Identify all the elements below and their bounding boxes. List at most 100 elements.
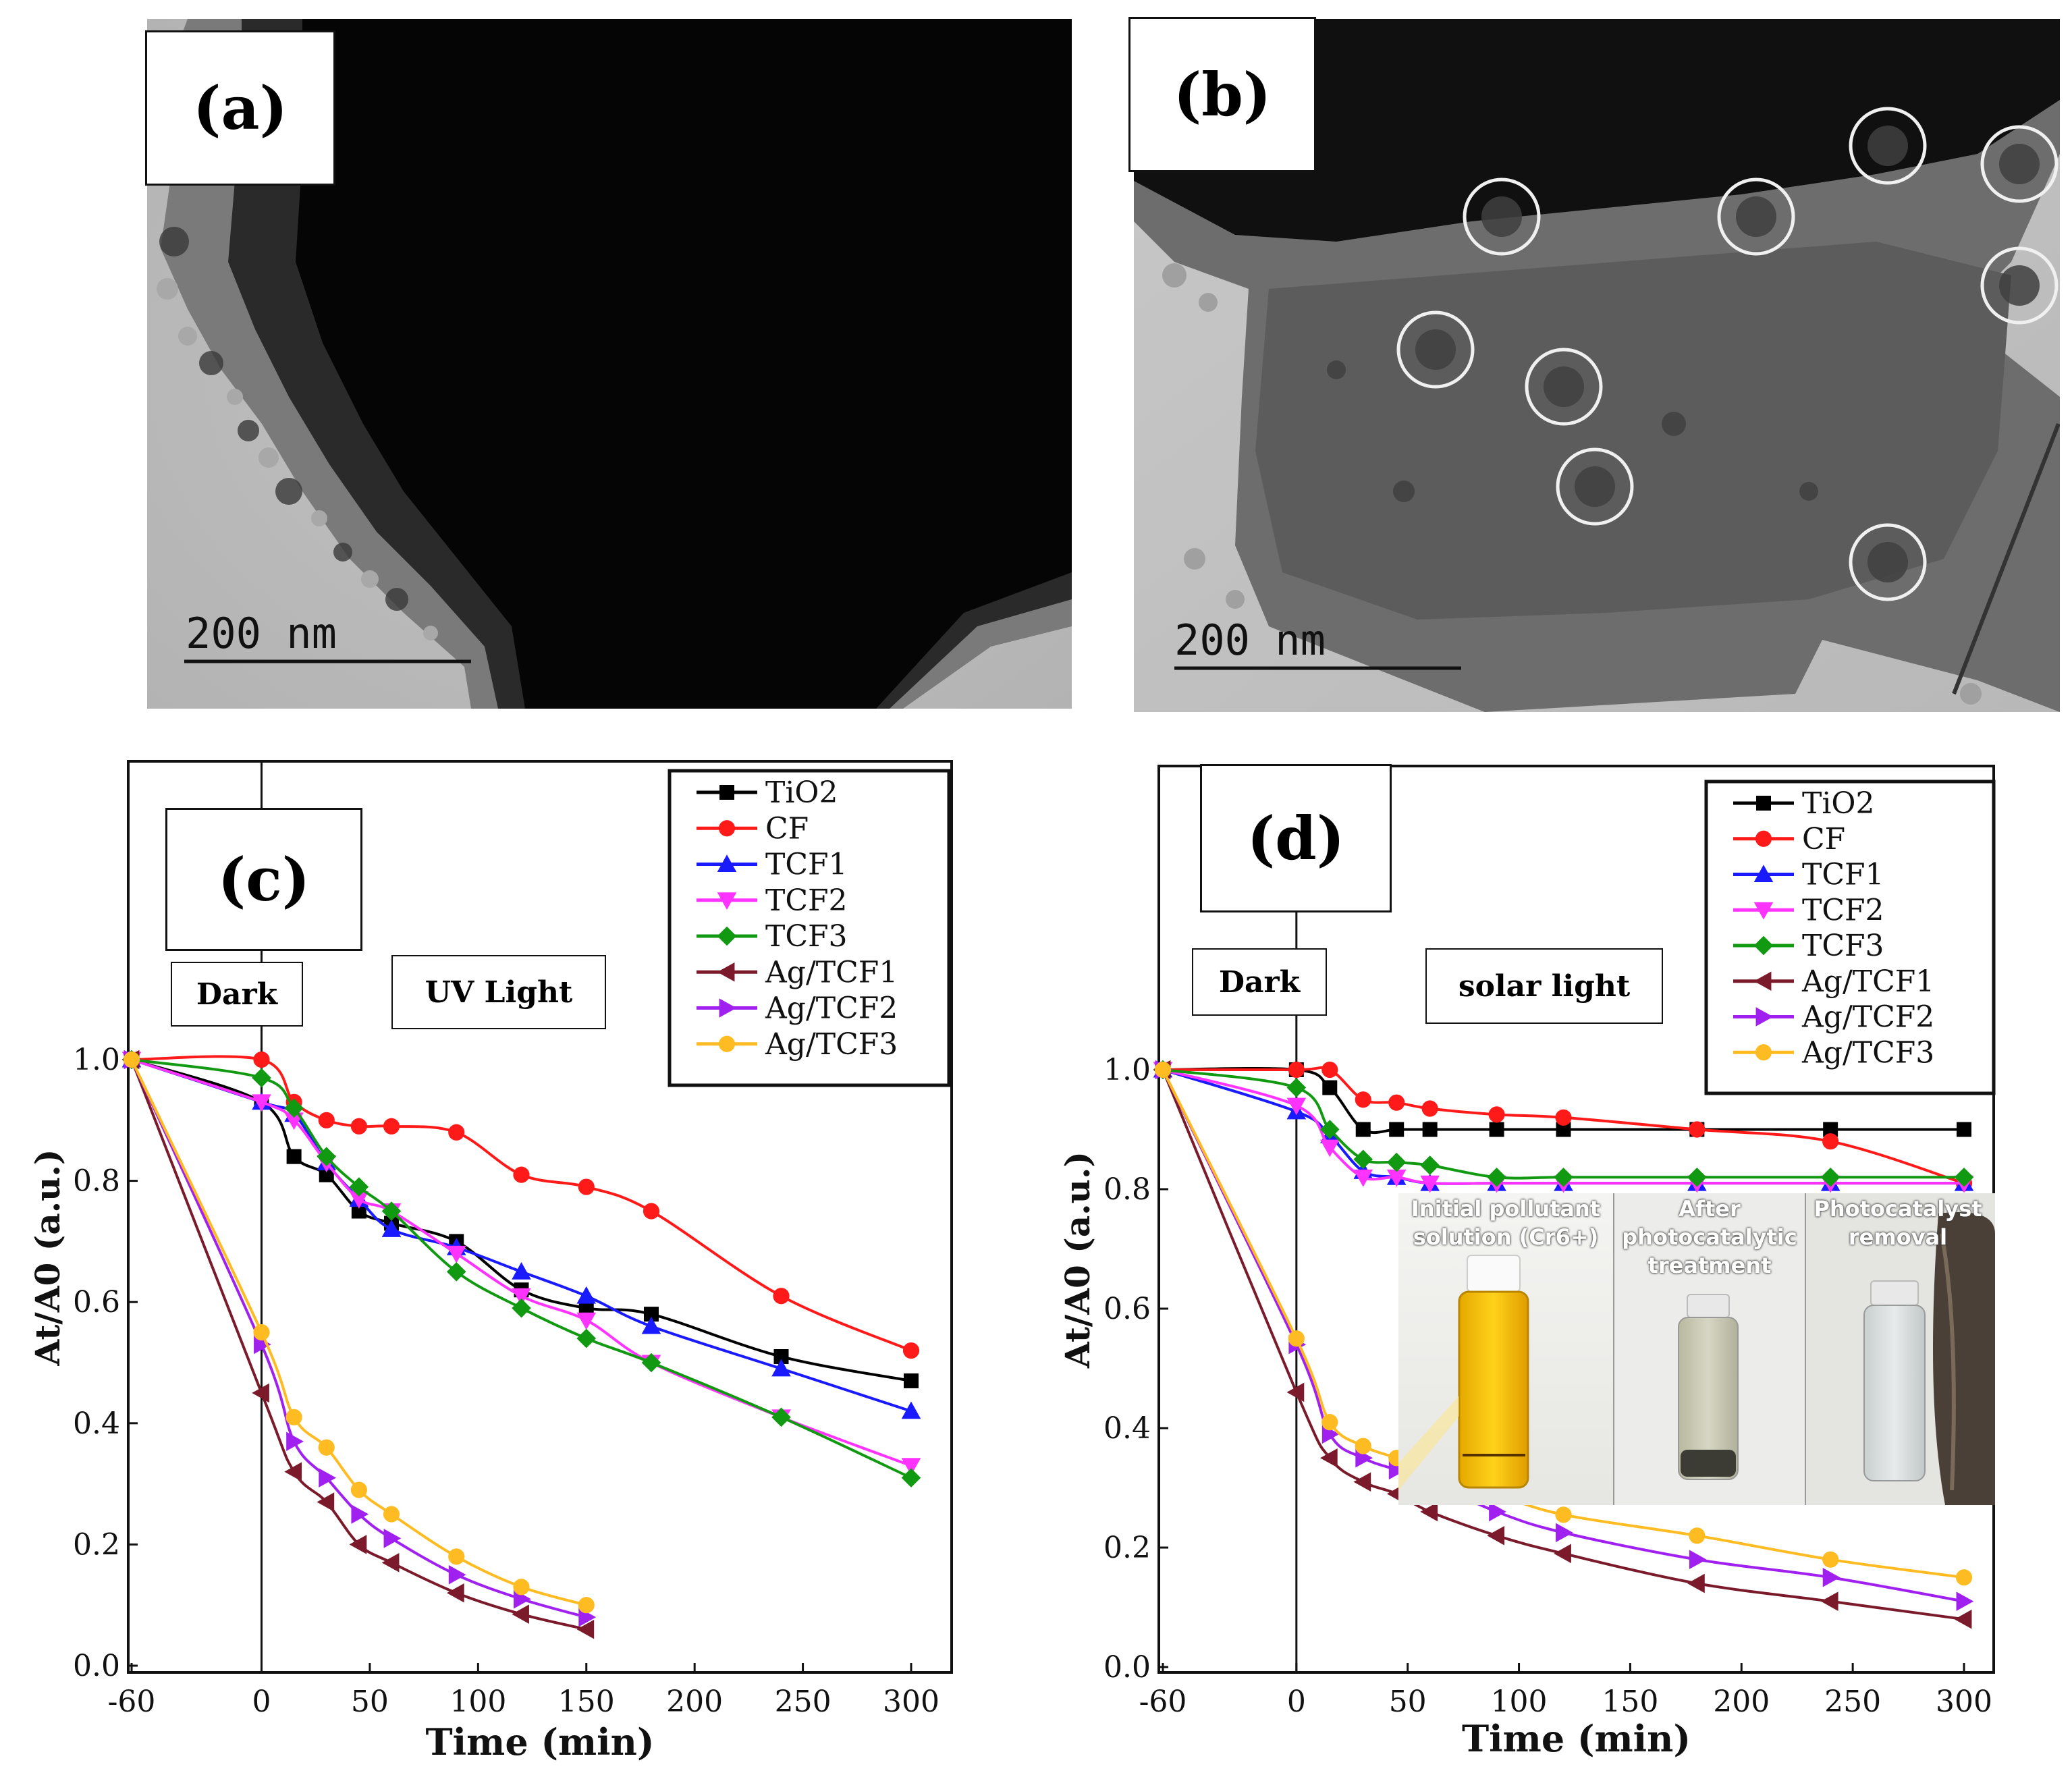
legend-label: TCF2: [1802, 893, 1884, 927]
inset-photo-d: Initial pollutant solution (Cr6+) After …: [1398, 1193, 1995, 1505]
data-point: [641, 1353, 661, 1373]
highlight-circle: [1980, 125, 2059, 203]
y-tick-label-d: 0.2: [1103, 1531, 1151, 1565]
data-point: [513, 1579, 530, 1595]
legend-swatch-marker: [1753, 935, 1774, 956]
highlight-circle: [1717, 178, 1795, 256]
legend-label: Ag/TCF3: [765, 1027, 898, 1062]
legend-swatch-marker: [717, 854, 737, 872]
inset-caption-2: After photocatalytic treatment: [1622, 1196, 1797, 1278]
y-axis-label-c: At/A0 (a.u.): [28, 1149, 67, 1366]
data-point: [1687, 1573, 1705, 1593]
y-tick-label-d: 0.6: [1103, 1292, 1151, 1326]
data-point: [1388, 1094, 1405, 1111]
data-point: [1556, 1523, 1573, 1543]
data-point: [350, 1118, 367, 1135]
legend-swatch-marker: [1753, 865, 1774, 882]
data-point: [1957, 1122, 1971, 1137]
series-TCF3-c: [121, 1049, 921, 1488]
legend-swatch-marker: [1755, 1007, 1774, 1027]
data-point: [1955, 1569, 1973, 1586]
legend-label: TCF3: [765, 919, 848, 954]
data-point: [1420, 1502, 1438, 1522]
data-point: [1820, 1591, 1838, 1611]
legend-label: TiO2: [1802, 786, 1875, 821]
data-point: [252, 1094, 271, 1112]
data-point: [1355, 1438, 1371, 1454]
region-label-light-c: UV Light: [391, 955, 606, 1029]
data-point: [576, 1312, 597, 1330]
legend-swatch-marker: [1753, 902, 1774, 920]
data-point: [1689, 1527, 1706, 1544]
x-axis-label-c: Time (min): [425, 1720, 654, 1764]
panel-label-d: (d): [1200, 764, 1392, 912]
legend-label: TCF1: [765, 848, 848, 882]
data-point: [123, 1051, 140, 1068]
data-point: [1389, 1122, 1405, 1137]
x-tick-label-c: 250: [775, 1685, 831, 1719]
region-label-light-d: solar light: [1425, 948, 1663, 1024]
inset-caption-1: Initial pollutant solution (Cr6+): [1411, 1196, 1601, 1250]
data-point: [1286, 1382, 1305, 1402]
data-point: [349, 1191, 369, 1209]
highlight-circle: [1525, 348, 1603, 426]
legend-swatch-marker: [718, 820, 736, 837]
inset-photo-drawing: [1398, 1193, 1995, 1505]
data-point: [349, 1535, 367, 1554]
y-tick-label-c: 0.8: [73, 1164, 120, 1199]
data-point: [771, 1407, 791, 1427]
data-point: [641, 1316, 661, 1334]
data-point: [448, 1548, 465, 1565]
data-point: [1420, 1155, 1440, 1175]
data-point: [1555, 1109, 1572, 1126]
y-axis-label-d: At/A0 (a.u.): [1058, 1151, 1097, 1369]
x-tick-label-c: 200: [666, 1685, 723, 1719]
data-point: [773, 1349, 789, 1365]
data-point: [317, 1147, 337, 1166]
legend-swatch-marker: [719, 785, 734, 800]
data-point: [1488, 1106, 1505, 1123]
data-point: [576, 1328, 597, 1348]
y-tick-label-d: 0.8: [1103, 1172, 1151, 1207]
legend-box: [667, 769, 951, 1087]
data-point: [1489, 1122, 1504, 1137]
data-point: [1286, 1078, 1307, 1097]
data-point: [1823, 1122, 1838, 1137]
legend-label: TiO2: [765, 775, 838, 810]
highlight-circle: [1556, 447, 1634, 526]
data-point: [1319, 1139, 1340, 1157]
data-point: [319, 1468, 337, 1488]
data-point: [351, 1203, 366, 1219]
data-point: [286, 1149, 302, 1164]
x-tick-label-d: 200: [1713, 1685, 1770, 1719]
x-tick-label-c: 0: [252, 1685, 271, 1719]
data-point: [448, 1124, 465, 1141]
highlight-circle: [1463, 178, 1541, 256]
data-point: [1687, 1168, 1707, 1187]
region-label-dark-c: Dark: [171, 962, 303, 1027]
data-point: [1288, 1061, 1305, 1079]
legend-label: Ag/TCF1: [1801, 964, 1934, 999]
y-tick-label-c: 0.2: [73, 1527, 120, 1562]
data-point: [643, 1203, 660, 1220]
panel-label-c: (c): [165, 808, 362, 951]
data-point: [1353, 1472, 1371, 1492]
inset-caption-3: Photocatalyst removal: [1814, 1196, 1982, 1250]
x-tick-label-c: 150: [558, 1685, 615, 1719]
data-point: [901, 1458, 921, 1475]
data-point: [1822, 1133, 1839, 1150]
data-point: [317, 1492, 335, 1512]
data-point: [1489, 1502, 1506, 1522]
series-line: [1162, 1067, 1964, 1135]
data-point: [512, 1262, 531, 1280]
data-point: [318, 1112, 335, 1128]
data-point: [1288, 1330, 1305, 1347]
data-point: [252, 1068, 271, 1088]
x-tick-label-d: 50: [1389, 1685, 1427, 1719]
data-point: [1487, 1168, 1506, 1187]
data-point: [1422, 1122, 1438, 1137]
data-point: [448, 1565, 466, 1585]
data-point: [1822, 1567, 1841, 1587]
data-point: [1555, 1506, 1572, 1523]
